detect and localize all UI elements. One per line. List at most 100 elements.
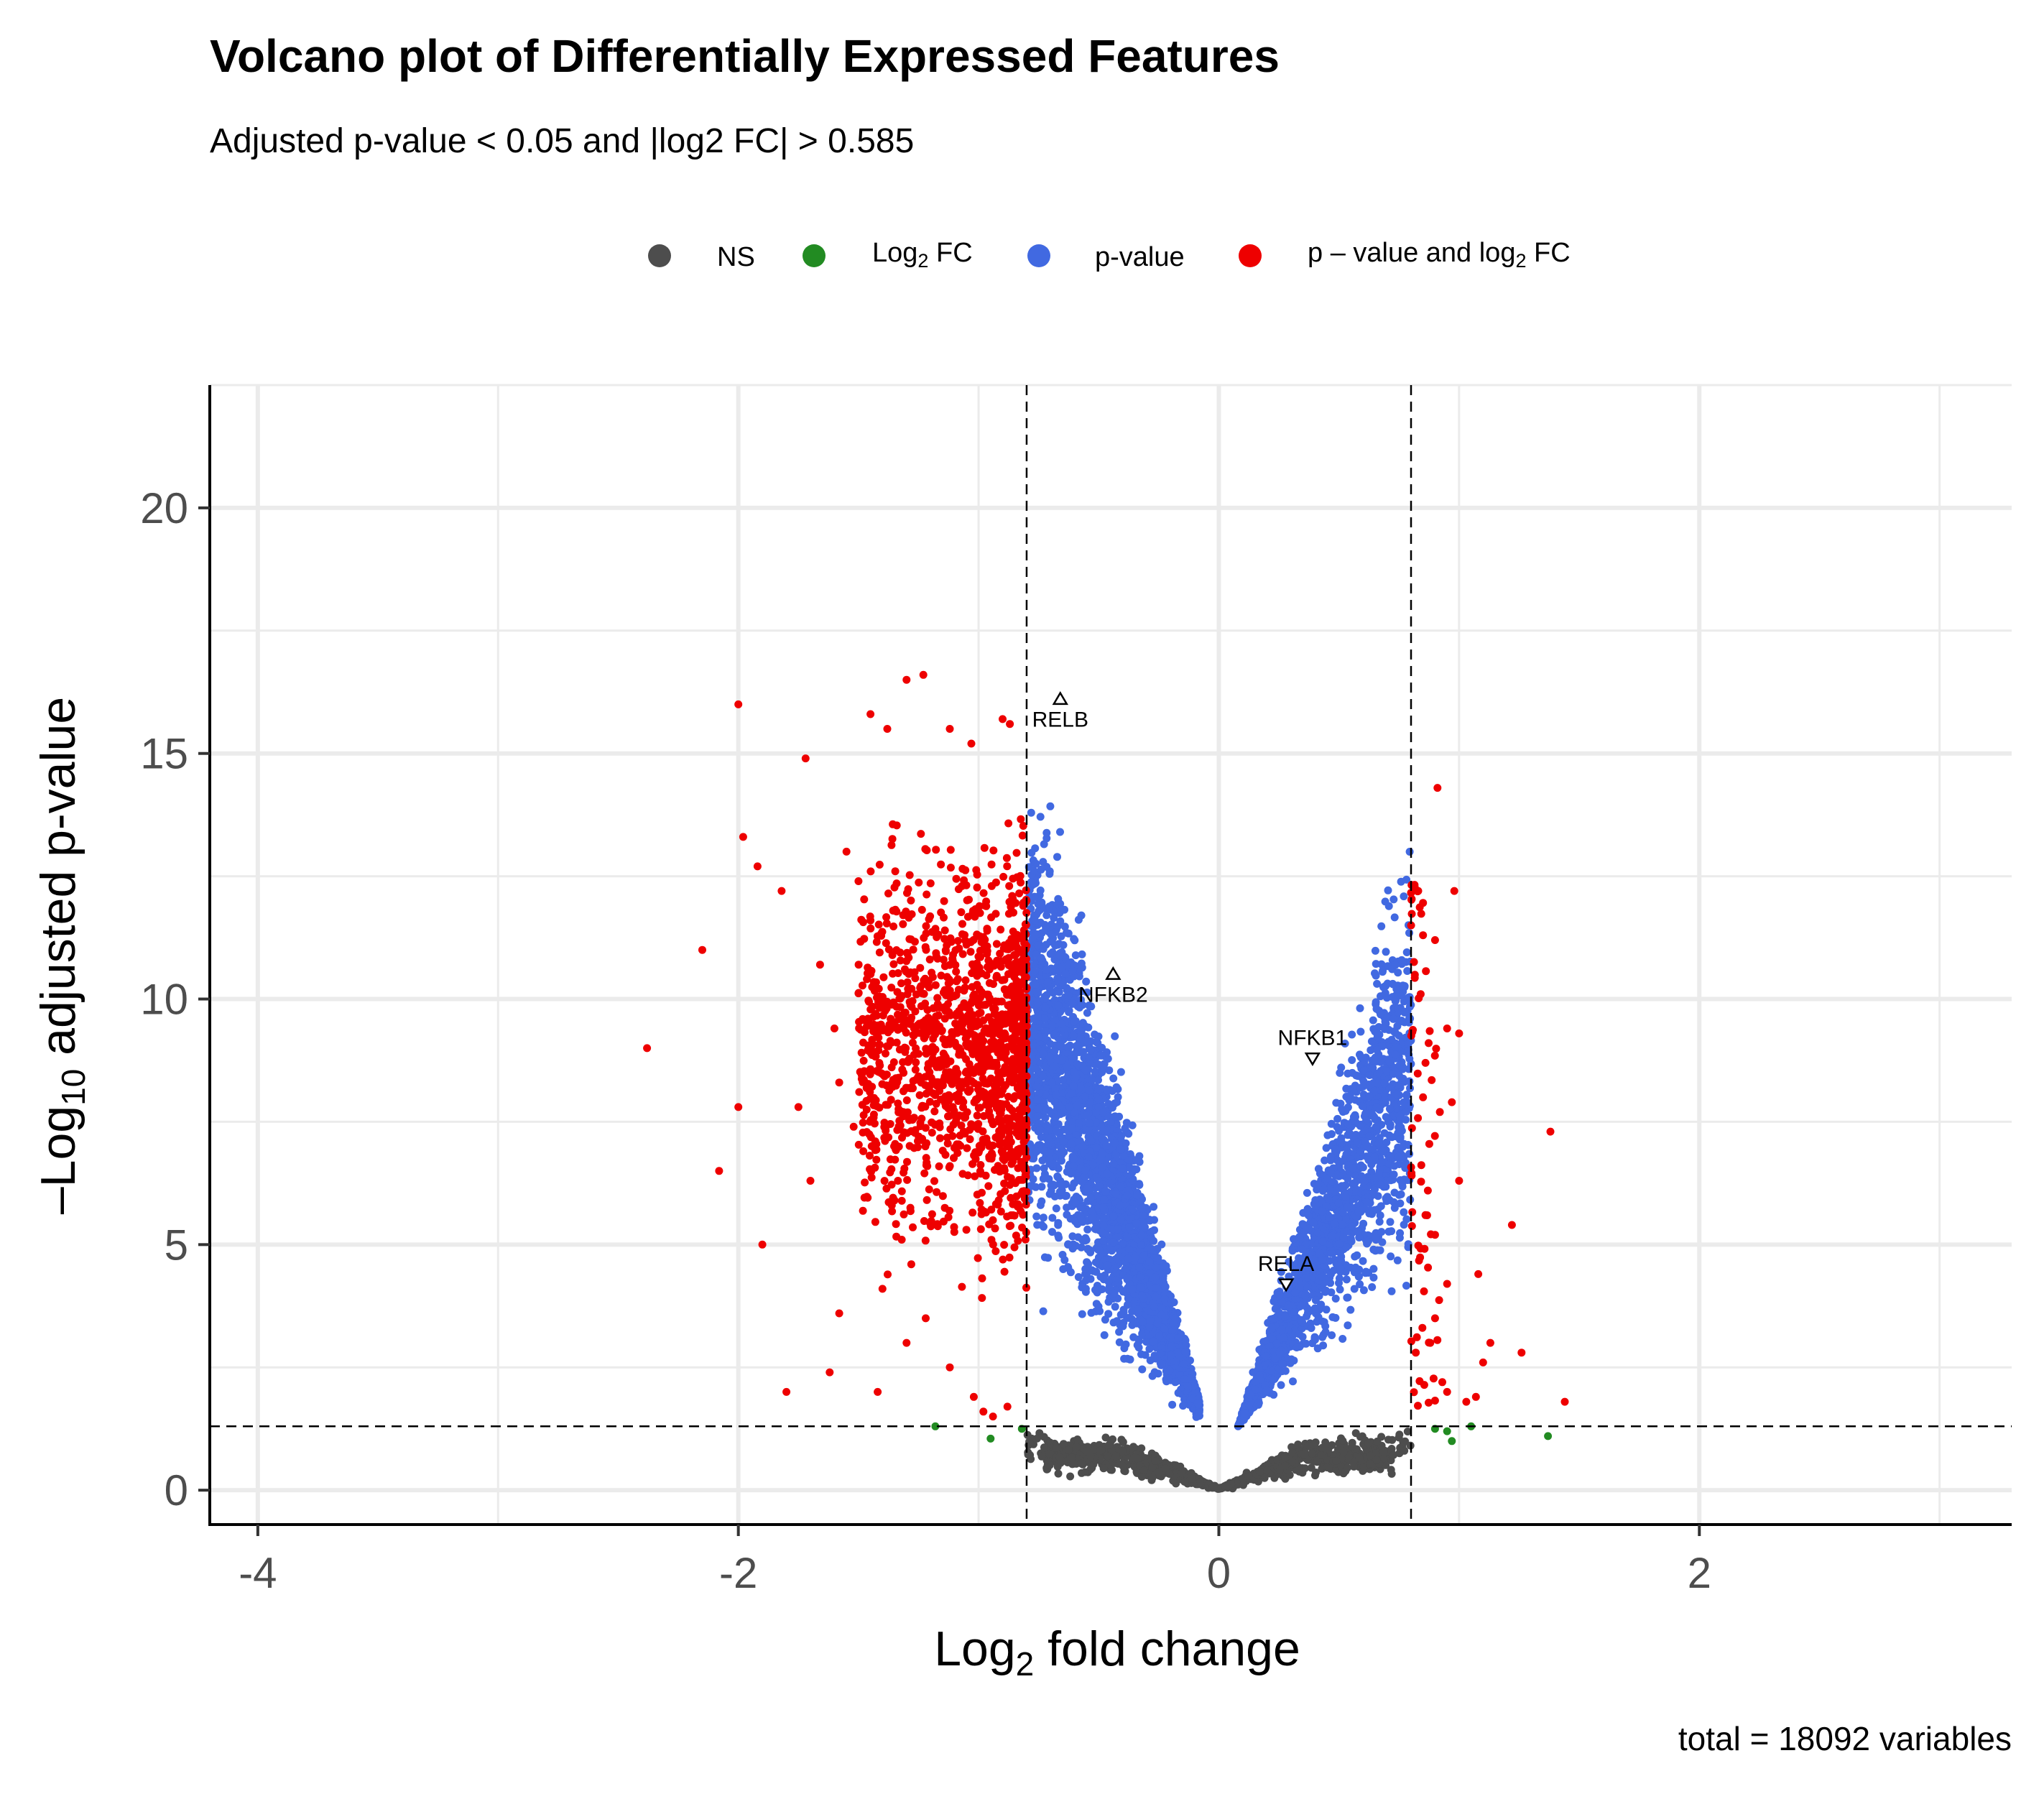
ns-point xyxy=(1262,1466,1271,1474)
ns-point xyxy=(1037,1452,1046,1461)
ns-point xyxy=(1066,1472,1075,1481)
ns-point xyxy=(1119,1461,1127,1470)
pvalue-point xyxy=(1403,967,1412,975)
pvalue-point xyxy=(1070,1179,1078,1188)
pvalue-point xyxy=(1062,1191,1070,1200)
pvalue-point xyxy=(1122,1119,1131,1127)
pvalue-point xyxy=(1405,1077,1414,1086)
ns-point xyxy=(1400,1446,1409,1455)
ns-point xyxy=(1148,1474,1157,1482)
ns-point xyxy=(1323,1463,1331,1471)
ns-point xyxy=(1111,1452,1120,1461)
ns-point xyxy=(1040,1433,1048,1441)
pvalue-point xyxy=(1336,1068,1344,1077)
pvalue-point xyxy=(1036,813,1045,821)
pvalue-point xyxy=(1270,1390,1278,1399)
pvalue-point xyxy=(1313,1344,1322,1353)
ns-point xyxy=(1403,1428,1412,1435)
ns-point xyxy=(1351,1429,1360,1438)
pvalue-point xyxy=(1372,1004,1381,1013)
ns-point xyxy=(1059,1440,1068,1448)
pvalue-point xyxy=(1326,1152,1335,1161)
ns-point xyxy=(1151,1457,1160,1465)
ns-point xyxy=(1281,1461,1289,1470)
pvalue-point xyxy=(1162,1377,1171,1386)
pvalue-point xyxy=(1281,1366,1290,1375)
ns-point xyxy=(1134,1454,1142,1463)
pvalue-point xyxy=(1348,1030,1356,1039)
pvalue-point xyxy=(1034,1111,1042,1120)
ns-point xyxy=(1294,1440,1303,1448)
ns-point xyxy=(1288,1448,1297,1457)
pvalue-point xyxy=(1344,1293,1352,1302)
ns-point xyxy=(1119,1438,1127,1446)
ns-point xyxy=(1349,1462,1358,1471)
ns-point xyxy=(1300,1451,1308,1459)
pvalue-point xyxy=(1406,1196,1415,1204)
pvalue-point xyxy=(1348,1056,1356,1064)
pvalue-point xyxy=(1373,979,1382,988)
ns-point xyxy=(1054,1469,1063,1478)
pvalue-point xyxy=(1382,948,1390,956)
pvalue-point xyxy=(1359,1286,1368,1295)
pvalue-point xyxy=(1098,1043,1106,1052)
pvalue-point xyxy=(1109,1074,1118,1083)
ns-point xyxy=(1343,1463,1351,1472)
pvalue-point xyxy=(1065,1008,1073,1017)
ns-point xyxy=(1244,1472,1253,1481)
ns-point xyxy=(1310,1440,1318,1449)
pvalue-point xyxy=(1393,1256,1402,1264)
ns-point xyxy=(1161,1464,1170,1473)
pvalue-point xyxy=(1328,1331,1336,1339)
ns-point xyxy=(1366,1460,1374,1468)
ns-point xyxy=(1239,1481,1247,1489)
ns-point xyxy=(1178,1469,1185,1478)
ns-point xyxy=(1295,1465,1303,1474)
pvalue-point xyxy=(1058,1251,1067,1259)
pvalue-point xyxy=(1327,1119,1336,1128)
ns-point xyxy=(1382,1461,1390,1469)
pvalue-point xyxy=(1096,1307,1104,1315)
ns-point xyxy=(1288,1457,1297,1466)
ns-point xyxy=(1052,1443,1060,1452)
ns-point xyxy=(1388,1435,1397,1444)
pvalue-point xyxy=(1104,1310,1113,1318)
pvalue-point xyxy=(1168,1400,1177,1409)
pvalue-point xyxy=(1071,951,1080,960)
pvalue-point xyxy=(1338,1335,1347,1343)
ns-point xyxy=(1188,1474,1196,1483)
ns-point xyxy=(1072,1443,1081,1451)
ns-point xyxy=(1328,1441,1336,1449)
grid-lines xyxy=(210,384,2012,1525)
pvalue-point xyxy=(1391,997,1400,1006)
pvalue-point xyxy=(1356,1004,1364,1012)
pvalue-point xyxy=(1356,1027,1365,1036)
ns-point xyxy=(1307,1463,1315,1472)
pvalue-point xyxy=(1154,1254,1162,1262)
pvalue-point xyxy=(1269,1375,1277,1384)
ns-point xyxy=(1373,1437,1382,1446)
ns-point xyxy=(1372,1456,1381,1464)
ns-point xyxy=(1387,1469,1396,1478)
pvalue-point xyxy=(1387,1035,1396,1044)
ns-point xyxy=(1119,1447,1127,1456)
ns-point xyxy=(1359,1463,1368,1471)
pvalue-point xyxy=(1387,1287,1396,1295)
pvalue-point xyxy=(1030,892,1039,901)
pvalue-point xyxy=(1037,1183,1046,1191)
pvalue-point xyxy=(1396,1199,1405,1208)
ns-point xyxy=(1045,1449,1053,1458)
pvalue-point xyxy=(1386,1218,1395,1226)
pvalue-point xyxy=(1377,922,1386,930)
ns-point xyxy=(1137,1444,1146,1453)
pvalue-point xyxy=(1052,1204,1060,1213)
ns-point xyxy=(1332,1457,1341,1465)
ns-point xyxy=(1255,1468,1264,1476)
pvalue-point xyxy=(1074,1273,1083,1281)
pvalue-point xyxy=(1328,1130,1336,1138)
pvalue-point xyxy=(1389,1198,1398,1206)
pvalue-point xyxy=(1032,1212,1041,1221)
pvalue-point xyxy=(1328,1313,1337,1321)
pvalue-point xyxy=(1120,1344,1129,1353)
pvalue-point xyxy=(1119,1322,1127,1331)
